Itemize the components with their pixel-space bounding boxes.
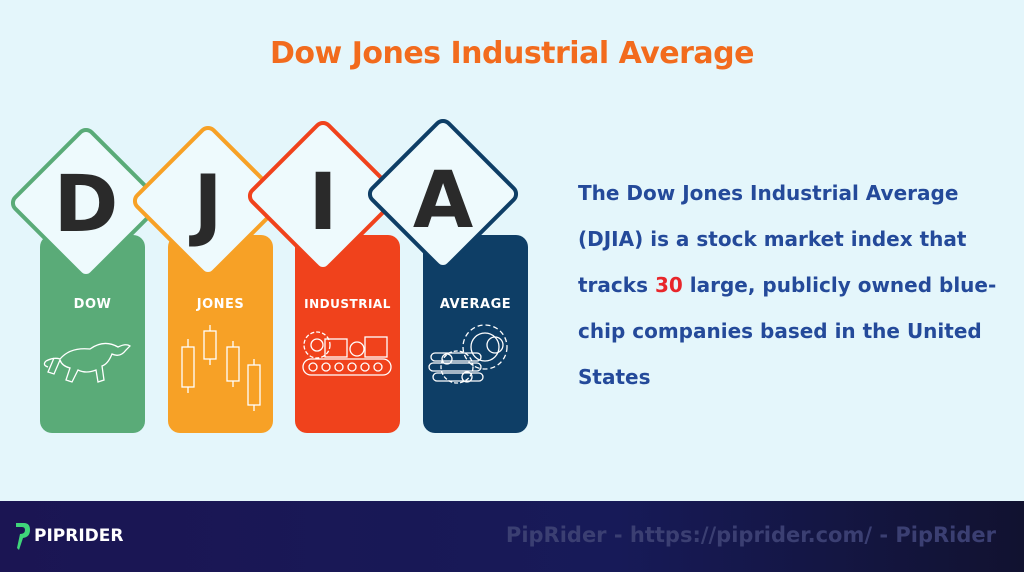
highlight-number: 30 [654,273,683,297]
logo[interactable]: PIPRIDER [14,521,123,551]
card-label: AVERAGE [439,297,512,312]
watermark-url: PipRider - https://piprider.com/ - PipRi… [505,523,996,547]
card-label: DOW [73,297,112,312]
page-title: Dow Jones Industrial Average [270,36,754,71]
letter-a: A [412,156,474,246]
letter-j: J [193,160,223,250]
footer: PIPRIDER PipRider - https://piprider.com… [0,501,1024,572]
candlestick-icon [181,325,261,411]
card-label: INDUSTRIAL [304,297,391,311]
bull-icon [43,342,131,383]
card-jones: JONES [168,235,273,433]
card-label: JONES [196,297,245,312]
letter-d: D [53,160,119,250]
description-text-end: large, publicly owned blue-chip companie… [578,273,997,389]
logo-text: PIPRIDER [34,526,124,546]
description-text: The Dow Jones Industrial Average (DJIA) … [578,181,967,297]
description: The Dow Jones Industrial Average (DJIA) … [578,170,1008,400]
piprider-logo-icon [16,523,30,550]
gears-icon [428,324,508,384]
letter-i: I [308,158,338,248]
card-industrial: INDUSTRIAL [295,235,400,433]
conveyor-icon [302,331,392,376]
